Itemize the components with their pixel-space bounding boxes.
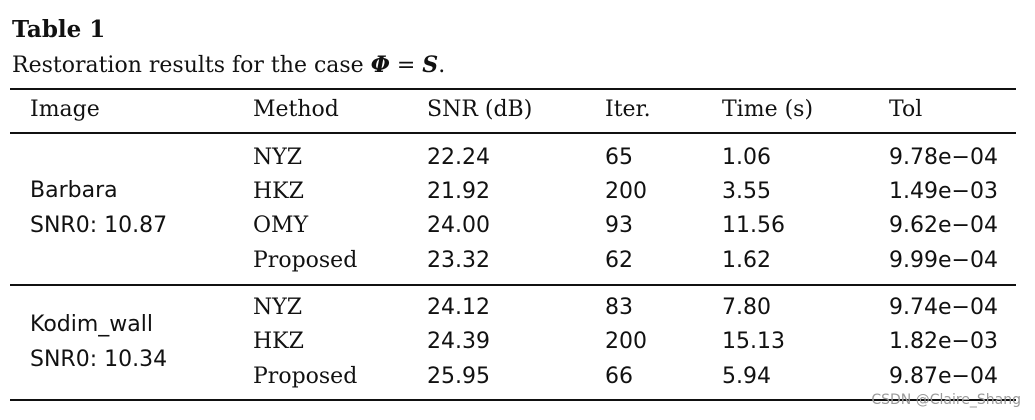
group-image-name: Barbara <box>30 178 118 203</box>
header-time: Time (s) <box>722 97 814 122</box>
table-cell-snr: 24.00 <box>427 213 490 238</box>
table-cell-time: 3.55 <box>722 179 771 204</box>
header-tol: Tol <box>889 97 923 122</box>
table-cell-tol: 9.78e−04 <box>889 145 998 170</box>
table-cell-time: 15.13 <box>722 329 785 354</box>
caption-text: Restoration results for the case <box>12 53 371 78</box>
table-cell-method: Proposed <box>253 364 358 389</box>
table-cell-iter: 93 <box>605 213 633 238</box>
table-cell-tol: 1.82e−03 <box>889 329 998 354</box>
table-cell-time: 7.80 <box>722 295 771 320</box>
table-cell-snr: 23.32 <box>427 248 490 273</box>
table-title: Table 1 <box>12 16 106 43</box>
table-cell-tol: 9.99e−04 <box>889 248 998 273</box>
group-image-name: Kodim_wall <box>30 312 153 337</box>
table-cell-time: 1.06 <box>722 145 771 170</box>
table-cell-snr: 24.12 <box>427 295 490 320</box>
table-cell-time: 11.56 <box>722 213 785 238</box>
table-cell-tol: 1.49e−03 <box>889 179 998 204</box>
caption-math-phi: Φ <box>370 52 390 78</box>
watermark-text: CSDN @Claire_Shang <box>871 392 1021 408</box>
table-cell-method: OMY <box>253 213 309 238</box>
header-rule <box>10 132 1016 134</box>
table-caption: Restoration results for the case Φ = S. <box>12 52 445 78</box>
table-cell-snr: 25.95 <box>427 364 490 389</box>
table-cell-method: NYZ <box>253 295 303 320</box>
group-image-snr0: SNR0: 10.87 <box>30 213 168 238</box>
bottom-rule <box>10 399 1016 401</box>
table-cell-iter: 200 <box>605 179 647 204</box>
table-cell-snr: 22.24 <box>427 145 490 170</box>
table-cell-tol: 9.87e−04 <box>889 364 998 389</box>
table-cell-method: Proposed <box>253 248 358 273</box>
header-snr: SNR (dB) <box>427 97 533 122</box>
table-cell-iter: 200 <box>605 329 647 354</box>
table-cell-time: 5.94 <box>722 364 771 389</box>
top-rule <box>10 88 1016 90</box>
caption-period: . <box>438 53 446 78</box>
table-cell-iter: 83 <box>605 295 633 320</box>
group-image-snr0: SNR0: 10.34 <box>30 347 168 372</box>
table-cell-snr: 24.39 <box>427 329 490 354</box>
table-cell-iter: 62 <box>605 248 633 273</box>
table-cell-snr: 21.92 <box>427 179 490 204</box>
table-cell-method: HKZ <box>253 329 304 354</box>
caption-math-s: S <box>422 52 439 78</box>
header-image: Image <box>30 97 100 122</box>
group-separator-rule <box>10 284 1016 286</box>
table-cell-iter: 66 <box>605 364 633 389</box>
table-cell-time: 1.62 <box>722 248 771 273</box>
header-iter: Iter. <box>605 97 651 122</box>
table-cell-method: HKZ <box>253 179 304 204</box>
table-cell-iter: 65 <box>605 145 633 170</box>
table-cell-method: NYZ <box>253 145 303 170</box>
caption-math-equals: = <box>389 53 423 78</box>
table-cell-tol: 9.74e−04 <box>889 295 998 320</box>
header-method: Method <box>253 97 339 122</box>
table-cell-tol: 9.62e−04 <box>889 213 998 238</box>
